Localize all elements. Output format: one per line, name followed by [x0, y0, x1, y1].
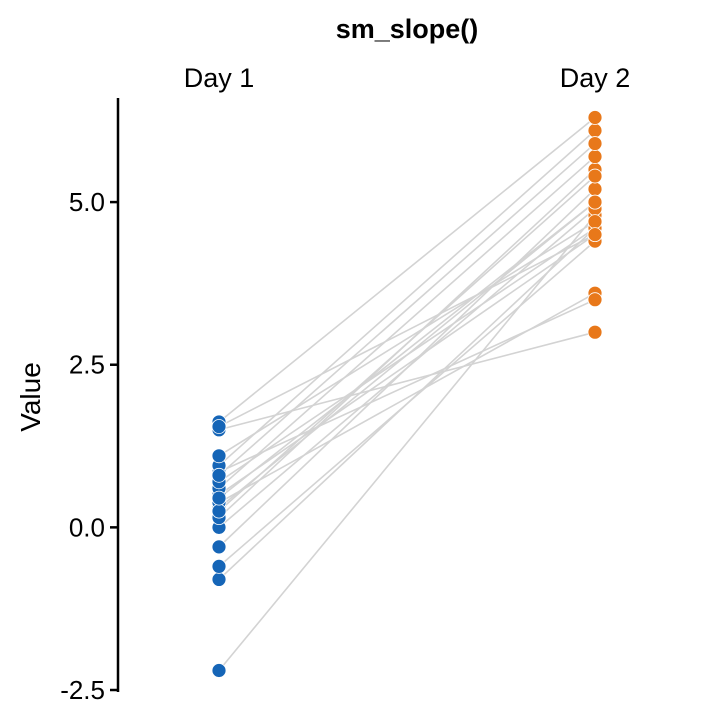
day2-point — [587, 123, 603, 138]
day2-point — [587, 136, 603, 151]
slope-lines — [218, 116, 596, 671]
y-axis-ticks: -2.5 0.0 2.5 5.0 — [60, 187, 118, 705]
y-axis-title: Value — [15, 362, 46, 432]
day2-point — [587, 168, 603, 184]
chart-title: sm_slope() — [336, 14, 479, 44]
slope-line — [218, 129, 596, 467]
day2-point — [587, 227, 603, 243]
slope-line — [218, 227, 596, 483]
column-label-day1: Day 1 — [184, 63, 255, 93]
y-tick-label: 0.0 — [69, 512, 105, 542]
day1-point — [211, 539, 227, 555]
day2-point — [587, 149, 603, 164]
day2-point — [587, 292, 603, 308]
slope-line — [218, 298, 596, 473]
slope-line — [218, 201, 596, 499]
day1-point — [211, 572, 227, 587]
y-tick-label: 5.0 — [69, 187, 105, 217]
day1-point — [211, 663, 227, 678]
y-tick-label: -2.5 — [60, 675, 105, 705]
slope-line — [218, 233, 596, 428]
slope-line — [218, 175, 596, 512]
day2-point — [587, 214, 603, 230]
slope-line — [218, 220, 596, 457]
day2-point — [587, 324, 603, 340]
day1-point — [211, 448, 227, 464]
day2-point — [587, 181, 603, 197]
slope-line — [218, 116, 596, 423]
day1-point — [211, 503, 227, 519]
day1-point — [211, 467, 227, 483]
column-label-day2: Day 2 — [560, 63, 631, 93]
day1-point — [211, 558, 227, 574]
slope-line — [218, 142, 596, 476]
y-tick-label: 2.5 — [69, 350, 105, 380]
slope-line — [218, 214, 596, 671]
day1-point — [211, 490, 227, 506]
day2-point — [587, 194, 603, 210]
day2-point — [587, 110, 603, 125]
slope-line — [218, 331, 596, 431]
slope-line — [218, 155, 596, 489]
slope-line — [218, 233, 596, 496]
slope-line — [218, 240, 596, 568]
slope-line — [218, 207, 596, 528]
data-points — [211, 110, 603, 678]
day1-point — [211, 419, 227, 434]
